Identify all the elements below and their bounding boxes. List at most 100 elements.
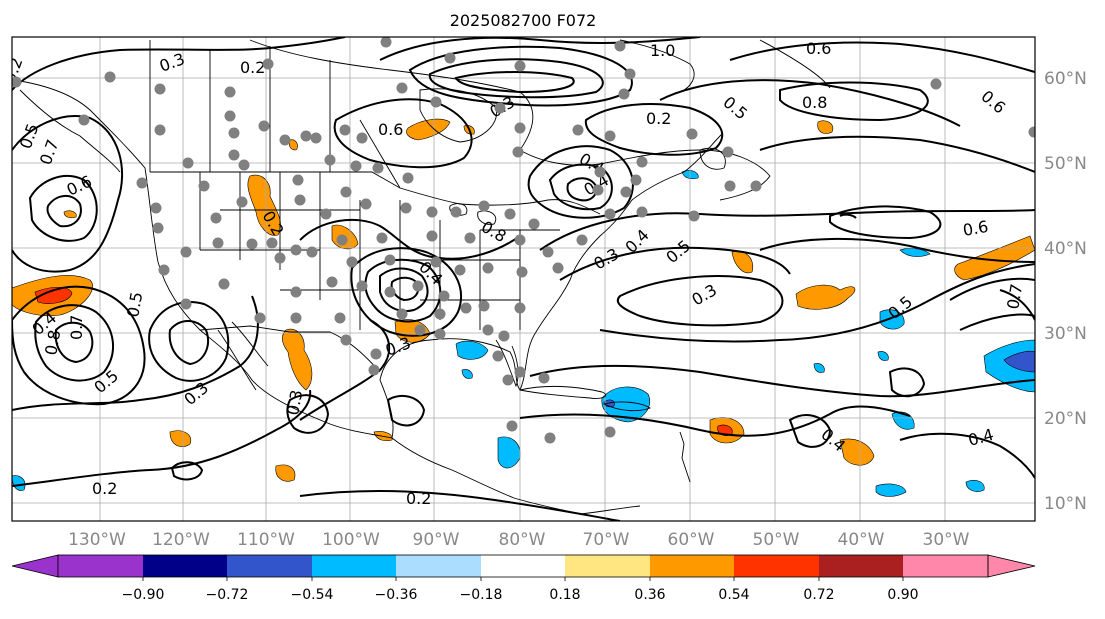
station-marker bbox=[636, 206, 648, 218]
contour-line bbox=[559, 246, 791, 281]
positive-anomaly-area bbox=[275, 464, 296, 482]
contour-line bbox=[999, 289, 1035, 321]
station-marker bbox=[604, 208, 616, 220]
contour-line bbox=[949, 277, 1035, 301]
station-marker bbox=[154, 124, 166, 136]
negative-anomaly-area bbox=[875, 483, 907, 497]
station-marker bbox=[152, 222, 164, 234]
contour-label: 0.8 bbox=[41, 328, 64, 356]
positive-anomaly-area bbox=[795, 284, 856, 310]
lon-tick-label: 30°W bbox=[923, 530, 970, 550]
station-marker bbox=[180, 246, 192, 258]
contour-line bbox=[168, 320, 209, 366]
contour-line bbox=[548, 163, 613, 211]
station-marker bbox=[430, 96, 442, 108]
lon-tick-label: 130°W bbox=[68, 530, 126, 550]
station-marker bbox=[324, 154, 336, 166]
contour-label: 0.2 bbox=[92, 479, 117, 498]
station-marker bbox=[502, 374, 514, 386]
positive-anomaly-area bbox=[247, 174, 281, 236]
station-marker bbox=[340, 334, 352, 346]
station-marker bbox=[572, 124, 584, 136]
contour-label: 0.2 bbox=[646, 109, 671, 128]
colorbar-tick-label: −0.90 bbox=[122, 587, 165, 603]
station-marker bbox=[426, 230, 438, 242]
station-marker bbox=[78, 114, 90, 126]
station-marker bbox=[592, 184, 604, 196]
colorbar: −0.90 −0.72 −0.54 −0.36 −0.18 0.18 0.36 … bbox=[11, 554, 1036, 603]
contour-line bbox=[379, 37, 701, 61]
station-marker bbox=[494, 102, 506, 114]
station-marker bbox=[514, 60, 526, 72]
contour-line bbox=[428, 58, 604, 99]
station-marker bbox=[438, 290, 450, 302]
station-marker bbox=[506, 420, 518, 432]
station-marker bbox=[198, 180, 210, 192]
station-marker bbox=[542, 246, 554, 258]
station-marker bbox=[346, 256, 358, 268]
lon-tick-label: 40°W bbox=[838, 530, 885, 550]
colorbar-tick-label: −0.54 bbox=[291, 587, 334, 603]
station-marker bbox=[292, 174, 304, 186]
contour-label: 0.7 bbox=[67, 315, 86, 340]
contour-label: 0.8 bbox=[802, 93, 827, 112]
station-marker bbox=[384, 286, 396, 298]
contour-line bbox=[829, 205, 942, 240]
contour-label: 0.6 bbox=[961, 217, 989, 240]
colorbar-extend-high bbox=[987, 554, 1036, 578]
station-marker bbox=[618, 88, 630, 100]
station-marker bbox=[236, 196, 248, 208]
negative-anomaly-area bbox=[965, 480, 985, 492]
positive-anomaly-area bbox=[169, 430, 192, 447]
station-marker bbox=[630, 174, 642, 186]
station-marker bbox=[478, 300, 490, 312]
station-marker bbox=[538, 372, 550, 384]
station-marker bbox=[279, 134, 291, 146]
station-marker bbox=[334, 312, 346, 324]
station-marker bbox=[290, 286, 302, 298]
station-marker bbox=[384, 254, 396, 266]
station-marker bbox=[238, 159, 250, 171]
station-marker bbox=[306, 246, 318, 258]
negative-anomaly-area bbox=[461, 369, 473, 379]
colorbar-segment bbox=[481, 555, 565, 577]
colorbar-segment bbox=[58, 555, 143, 577]
contour-line bbox=[527, 145, 634, 219]
contour-line bbox=[12, 389, 312, 487]
station-marker bbox=[340, 186, 352, 198]
station-marker bbox=[158, 264, 170, 276]
station-marker bbox=[274, 252, 286, 264]
positive-anomaly-area bbox=[406, 118, 451, 141]
colorbar-ticks bbox=[142, 577, 904, 581]
contour-line bbox=[779, 81, 929, 122]
station-marker bbox=[246, 238, 258, 250]
contour-line bbox=[46, 195, 82, 228]
contour-lines bbox=[12, 37, 1035, 521]
contour-label: 0.3 bbox=[283, 388, 306, 416]
contour-line bbox=[386, 394, 426, 427]
station-marker bbox=[492, 350, 504, 362]
colorbar-tick-label: 0.54 bbox=[718, 587, 749, 603]
station-marker bbox=[360, 198, 372, 210]
station-marker bbox=[430, 256, 442, 268]
station-marker bbox=[368, 364, 380, 376]
lon-tick-label: 60°W bbox=[668, 530, 715, 550]
contour-line bbox=[379, 267, 429, 312]
station-marker bbox=[604, 130, 616, 142]
contour-label: 0.6 bbox=[806, 39, 831, 58]
station-marker bbox=[228, 127, 240, 139]
latitude-axis: 60°N 50°N 40°N 30°N 20°N 10°N bbox=[1044, 69, 1087, 514]
contour-line bbox=[529, 364, 1035, 398]
station-marker bbox=[224, 86, 236, 98]
station-marker bbox=[544, 432, 556, 444]
station-marker bbox=[104, 71, 116, 83]
station-marker bbox=[722, 146, 734, 158]
station-marker bbox=[498, 330, 510, 342]
colorbar-tick-label: −0.36 bbox=[375, 587, 418, 603]
lon-tick-label: 80°W bbox=[499, 530, 546, 550]
station-marker bbox=[604, 426, 616, 438]
station-marker bbox=[444, 52, 456, 64]
station-marker bbox=[290, 244, 302, 256]
contour-line bbox=[899, 432, 1035, 479]
